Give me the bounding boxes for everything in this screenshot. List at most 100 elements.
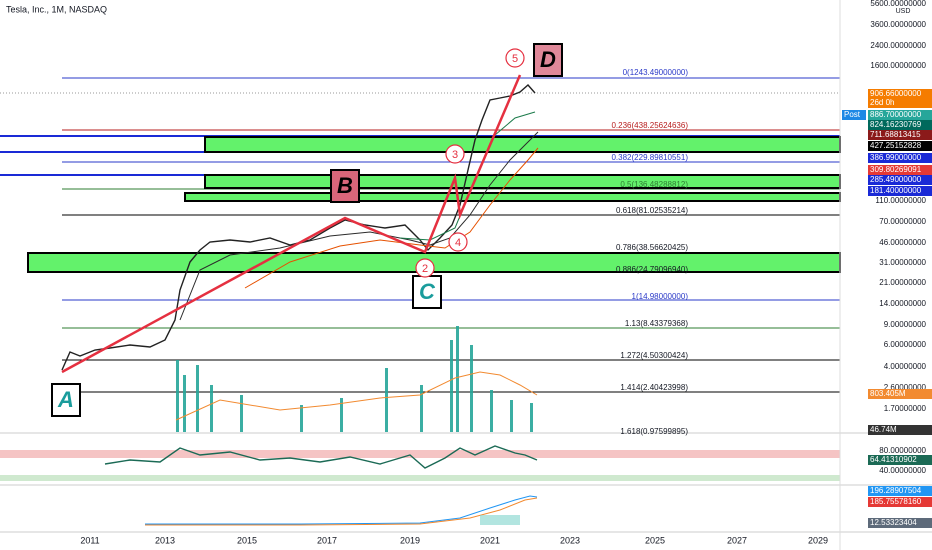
wave-box-label: C — [419, 279, 436, 304]
wave-circle — [505, 48, 525, 68]
volume — [176, 326, 533, 432]
fib-label: 1(14.98000000) — [632, 292, 689, 301]
price-label: 9.00000000 — [884, 320, 927, 329]
year-label: 2017 — [317, 535, 337, 545]
price-badge-text: 803.405M — [870, 389, 906, 398]
year-label: 2019 — [400, 535, 420, 545]
price-badge — [842, 110, 866, 120]
price-badge — [868, 141, 932, 151]
price-badge — [868, 389, 932, 399]
fib-label: 0.786(38.56620425) — [616, 243, 688, 252]
price-badge — [868, 130, 932, 140]
price-badge-text: 824.16230769 — [870, 120, 922, 129]
fib-label: 0.5(136.48288812) — [620, 180, 688, 189]
price-label: 6.00000000 — [884, 340, 927, 349]
moving-average — [244, 147, 539, 289]
wave-box — [51, 383, 81, 417]
price-badge-text: 185.75578160 — [870, 497, 922, 506]
price-badge-text: 12.53323404 — [870, 518, 917, 527]
wave-circle-label: 5 — [512, 53, 518, 65]
wave-circle — [415, 258, 435, 278]
price-badge-text: 26d 0h — [870, 98, 894, 107]
year-label: 2029 — [808, 535, 828, 545]
year-label: 2011 — [80, 535, 99, 545]
price-badge — [868, 175, 932, 185]
price-label: 2400.00000000 — [870, 41, 926, 50]
fib-label: 1.414(2.40423998) — [620, 383, 688, 392]
price-badge-text: 285.49000000 — [870, 175, 922, 184]
year-label: 2027 — [727, 535, 747, 545]
price-badge — [868, 425, 932, 435]
unit: USD — [896, 8, 911, 15]
wave-circle-label: 4 — [455, 237, 461, 249]
year-label: 2015 — [237, 535, 257, 545]
zone — [184, 192, 841, 202]
price-label: 2.60000000 — [884, 383, 927, 392]
price-label: 110.00000000 — [875, 196, 926, 205]
wave-circle-label: 3 — [452, 149, 458, 161]
fib-label: 1.272(4.50300424) — [620, 351, 688, 360]
price-label: 46.00000000 — [879, 238, 926, 247]
wave-line — [61, 74, 522, 374]
price-badge-text: 196.28907504 — [870, 486, 922, 495]
price-label: 1.70000000 — [884, 404, 927, 413]
price-badge-text: 309.80269091 — [870, 165, 922, 174]
price-label: 4.00000000 — [884, 362, 927, 371]
wave-box-label: A — [57, 387, 74, 412]
volume-average — [175, 371, 538, 421]
wave-circle-label: 2 — [422, 263, 428, 275]
macd-signal — [145, 497, 538, 526]
year-label: 2013 — [155, 535, 175, 545]
price-label: 31.00000000 — [879, 258, 926, 267]
price-badge — [868, 153, 932, 163]
fib-label: 1.618(0.97599895) — [620, 427, 688, 436]
price-badge — [868, 486, 932, 496]
fib-label: 1.13(8.43379368) — [625, 319, 689, 328]
rsi-line — [104, 445, 538, 469]
wave-circle — [445, 144, 465, 164]
price-line — [61, 84, 536, 371]
chart-title: Tesla, Inc., 1M, NASDAQ — [6, 4, 107, 14]
wave-box-label: D — [540, 47, 556, 72]
price-badge — [868, 165, 932, 175]
wave-box-label: B — [337, 173, 353, 198]
price-label: 21.00000000 — [879, 278, 926, 287]
price-badge-text: 711.68813415 — [870, 130, 921, 139]
year-label: 2021 — [480, 535, 500, 545]
rsi-band — [0, 450, 840, 458]
wave-box — [330, 169, 360, 203]
price-badge-text: 386.99000000 — [870, 153, 922, 162]
zone — [204, 136, 841, 153]
price-label: 14.00000000 — [879, 299, 926, 308]
fib-label: 0(1243.49000000) — [623, 68, 689, 77]
price-badge — [868, 110, 932, 120]
macd-line — [145, 495, 538, 525]
price-label: 80.00000000 — [879, 446, 926, 455]
rsi-band — [0, 475, 840, 481]
fib-label: 0.236(438.25624636) — [611, 121, 688, 130]
year-label: 2025 — [645, 535, 665, 545]
price-badge — [868, 497, 932, 507]
price-badge-text: 46.74M — [870, 425, 897, 434]
price-badge — [868, 89, 932, 99]
price-badge-text: Post — [844, 110, 861, 119]
price-badge — [868, 98, 932, 108]
price-badge — [868, 186, 932, 196]
price-badge — [868, 120, 932, 130]
year-label: 2023 — [560, 535, 580, 545]
macd-histogram — [480, 515, 520, 525]
price-label: 3600.00000000 — [870, 20, 926, 29]
price-badge-text: 886.70000000 — [870, 110, 922, 119]
wave-labels: A B C D 2 3 4 5 — [51, 43, 563, 417]
price-badge — [868, 518, 932, 528]
fib-label: 0.382(229.89810551) — [611, 153, 688, 162]
zone — [204, 174, 841, 189]
price-label: 70.00000000 — [879, 217, 926, 226]
wave-box — [533, 43, 563, 77]
price-label: 1600.00000000 — [870, 61, 926, 70]
fib-label: 0.886(24.79096940) — [616, 265, 688, 274]
price-label: 5600.00000000 — [870, 0, 926, 8]
price-badge-text: 427.25152828 — [870, 141, 922, 150]
